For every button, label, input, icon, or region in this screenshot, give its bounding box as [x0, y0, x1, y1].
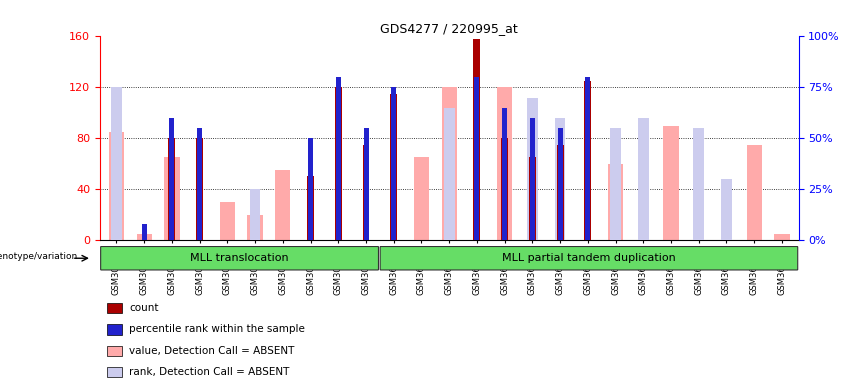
- Bar: [107, 346, 122, 356]
- Bar: [308, 138, 313, 240]
- Bar: [364, 128, 369, 240]
- FancyBboxPatch shape: [101, 247, 378, 270]
- Bar: [141, 224, 147, 240]
- Bar: [503, 108, 507, 240]
- Bar: [556, 145, 563, 240]
- Bar: [107, 367, 122, 377]
- Bar: [529, 118, 535, 240]
- Bar: [107, 324, 122, 334]
- Bar: [335, 88, 342, 240]
- Bar: [721, 179, 732, 240]
- Bar: [197, 128, 202, 240]
- Bar: [250, 189, 260, 240]
- Bar: [220, 202, 235, 240]
- Bar: [247, 215, 263, 240]
- Bar: [557, 128, 562, 240]
- Bar: [501, 138, 508, 240]
- Bar: [391, 94, 398, 240]
- Bar: [555, 118, 565, 240]
- Text: genotype/variation: genotype/variation: [0, 253, 78, 262]
- Text: rank, Detection Call = ABSENT: rank, Detection Call = ABSENT: [129, 367, 289, 377]
- Bar: [275, 170, 291, 240]
- Bar: [307, 176, 314, 240]
- Bar: [529, 157, 536, 240]
- Bar: [164, 157, 180, 240]
- Bar: [527, 98, 537, 240]
- Text: count: count: [129, 303, 159, 313]
- Bar: [391, 88, 396, 240]
- Bar: [444, 108, 455, 240]
- Bar: [497, 88, 512, 240]
- Bar: [584, 81, 591, 240]
- Bar: [196, 138, 203, 240]
- Text: percentile rank within the sample: percentile rank within the sample: [129, 324, 305, 334]
- Bar: [608, 164, 623, 240]
- Text: value, Detection Call = ABSENT: value, Detection Call = ABSENT: [129, 346, 294, 356]
- Bar: [746, 145, 762, 240]
- Bar: [169, 118, 174, 240]
- Bar: [414, 157, 429, 240]
- Bar: [585, 77, 590, 240]
- Bar: [663, 126, 679, 240]
- Bar: [336, 77, 341, 240]
- Bar: [168, 138, 175, 240]
- Bar: [442, 88, 457, 240]
- Bar: [638, 118, 648, 240]
- Bar: [136, 233, 152, 240]
- Bar: [363, 145, 370, 240]
- Text: MLL partial tandem duplication: MLL partial tandem duplication: [502, 253, 676, 263]
- Bar: [610, 128, 621, 240]
- FancyBboxPatch shape: [380, 247, 798, 270]
- Bar: [107, 303, 122, 313]
- Bar: [475, 77, 479, 240]
- Bar: [774, 233, 790, 240]
- Bar: [111, 88, 122, 240]
- Text: MLL translocation: MLL translocation: [190, 253, 289, 263]
- Bar: [108, 132, 124, 240]
- Title: GDS4277 / 220995_at: GDS4277 / 220995_at: [380, 22, 518, 35]
- Bar: [694, 128, 704, 240]
- Bar: [473, 39, 480, 240]
